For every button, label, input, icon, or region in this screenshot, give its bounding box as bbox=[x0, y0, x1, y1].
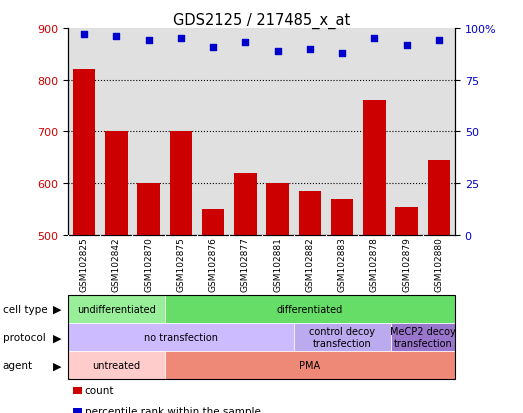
Text: control decoy
transfection: control decoy transfection bbox=[309, 327, 375, 348]
Bar bbox=[73, 70, 95, 235]
Text: MeCP2 decoy
transfection: MeCP2 decoy transfection bbox=[390, 327, 456, 348]
Bar bbox=[266, 184, 289, 235]
Text: cell type: cell type bbox=[3, 304, 47, 314]
Text: GSM102825: GSM102825 bbox=[79, 237, 88, 292]
Point bbox=[403, 42, 411, 49]
Point bbox=[338, 50, 346, 57]
Point bbox=[209, 44, 218, 51]
Point bbox=[144, 38, 153, 45]
Bar bbox=[234, 173, 257, 235]
Text: GDS2125 / 217485_x_at: GDS2125 / 217485_x_at bbox=[173, 12, 350, 28]
Bar bbox=[331, 199, 354, 235]
Bar bbox=[202, 210, 224, 235]
Text: ▶: ▶ bbox=[53, 361, 62, 370]
Bar bbox=[428, 161, 450, 235]
Text: untreated: untreated bbox=[92, 361, 141, 370]
Text: GSM102880: GSM102880 bbox=[435, 237, 444, 292]
Text: GSM102883: GSM102883 bbox=[338, 237, 347, 292]
Point bbox=[370, 36, 379, 43]
Bar bbox=[363, 101, 385, 235]
Bar bbox=[138, 184, 160, 235]
Point bbox=[112, 34, 120, 40]
Bar bbox=[395, 207, 418, 235]
Bar bbox=[299, 192, 321, 235]
Text: GSM102879: GSM102879 bbox=[402, 237, 411, 292]
Text: GSM102882: GSM102882 bbox=[305, 237, 314, 292]
Point bbox=[80, 32, 88, 38]
Text: differentiated: differentiated bbox=[277, 304, 343, 314]
Point bbox=[177, 36, 185, 43]
Text: protocol: protocol bbox=[3, 332, 46, 342]
Text: ▶: ▶ bbox=[53, 304, 62, 314]
Text: percentile rank within the sample: percentile rank within the sample bbox=[85, 406, 260, 413]
Text: GSM102876: GSM102876 bbox=[209, 237, 218, 292]
Text: agent: agent bbox=[3, 361, 33, 370]
Text: no transfection: no transfection bbox=[144, 332, 218, 342]
Text: GSM102877: GSM102877 bbox=[241, 237, 250, 292]
Text: GSM102878: GSM102878 bbox=[370, 237, 379, 292]
Bar bbox=[169, 132, 192, 235]
Point bbox=[241, 40, 249, 47]
Text: count: count bbox=[85, 385, 114, 395]
Point bbox=[274, 48, 282, 55]
Bar bbox=[105, 132, 128, 235]
Text: GSM102870: GSM102870 bbox=[144, 237, 153, 292]
Text: undifferentiated: undifferentiated bbox=[77, 304, 156, 314]
Point bbox=[305, 46, 314, 53]
Text: PMA: PMA bbox=[299, 361, 321, 370]
Point bbox=[435, 38, 443, 45]
Text: GSM102842: GSM102842 bbox=[112, 237, 121, 292]
Text: GSM102875: GSM102875 bbox=[176, 237, 185, 292]
Text: ▶: ▶ bbox=[53, 332, 62, 342]
Text: GSM102881: GSM102881 bbox=[273, 237, 282, 292]
